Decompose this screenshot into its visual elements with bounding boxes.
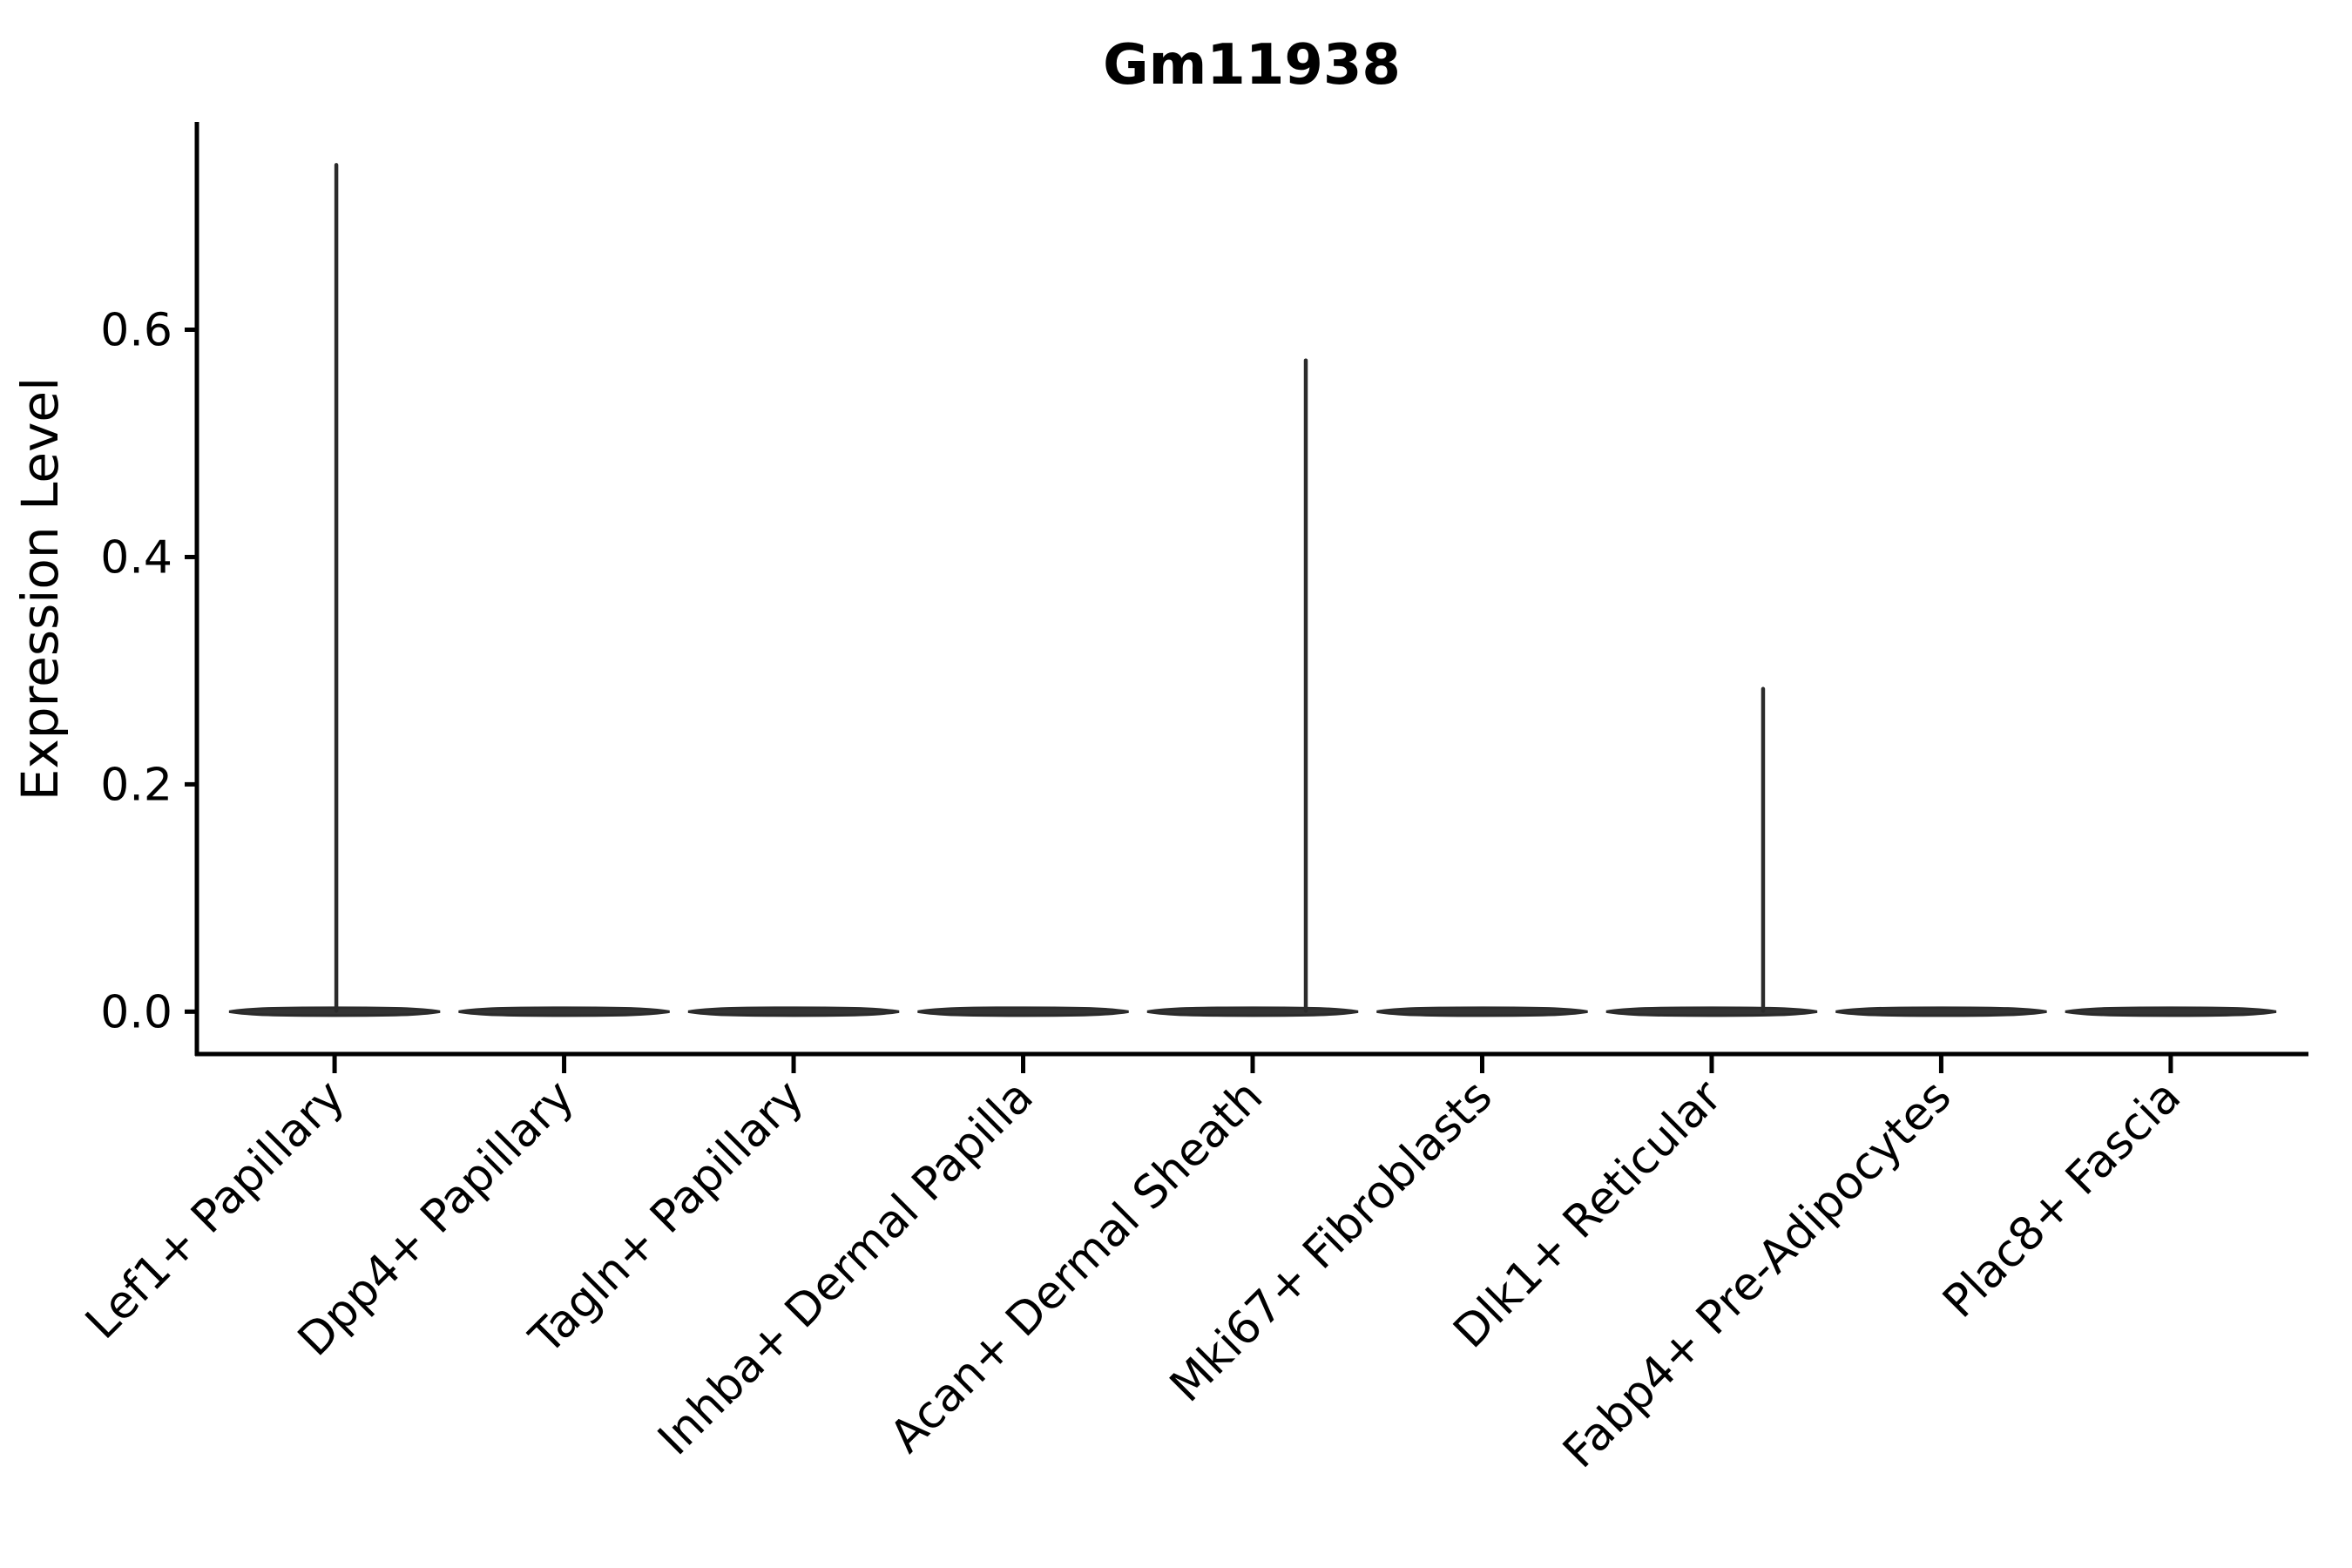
x-tick-label: Acan+ Dermal Sheath — [881, 1071, 1274, 1463]
y-tick-label: 0.6 — [100, 305, 172, 357]
x-tick-label: Fabp4+ Pre-Adipocytes — [1553, 1071, 1961, 1478]
violin-body — [1376, 1006, 1588, 1017]
y-tick-label: 0.4 — [100, 531, 172, 584]
violin-body — [1146, 1006, 1359, 1017]
violins-layer — [228, 163, 2277, 1017]
violin-body — [1605, 1006, 1818, 1017]
violin-body — [917, 1006, 1129, 1017]
y-axis-label: Expression Level — [10, 377, 70, 801]
violin-body — [458, 1006, 670, 1017]
y-tick-label: 0.0 — [100, 986, 172, 1038]
x-tick-label: Inhba+ Dermal Papilla — [648, 1071, 1043, 1465]
violin-body — [687, 1006, 900, 1017]
axes-layer — [185, 122, 2308, 1073]
violin-body — [2065, 1006, 2277, 1017]
x-tick-label: Plac8+ Fascia — [1933, 1071, 2191, 1328]
plot-title: Gm11938 — [1103, 33, 1401, 98]
y-tick-label: 0.2 — [100, 759, 172, 811]
violin-body — [1835, 1006, 2047, 1017]
